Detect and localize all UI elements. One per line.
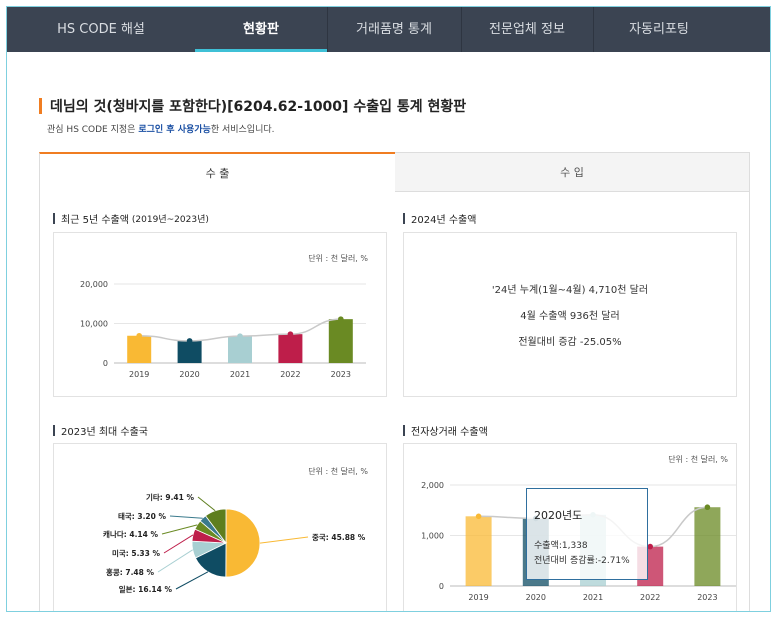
x-tick-label: 2020 bbox=[526, 593, 546, 602]
trend-point bbox=[475, 513, 482, 520]
section-marker bbox=[403, 213, 405, 224]
trend-point bbox=[136, 332, 142, 339]
y-tick-label: 0 bbox=[439, 582, 444, 591]
x-tick-label: 2021 bbox=[230, 370, 250, 379]
ytd-month-export: 4월 수출액 936천 달러 bbox=[520, 311, 620, 322]
section-title-ytd: 2024년 수출액 bbox=[403, 211, 476, 226]
unit-label: 단위 : 천 달러, % bbox=[668, 455, 728, 464]
bar-2023 bbox=[694, 507, 721, 586]
pie-leader-line bbox=[175, 571, 209, 590]
x-tick-label: 2023 bbox=[697, 593, 717, 602]
y-tick-label: 10,000 bbox=[80, 320, 108, 329]
section-title-five-year: 최근 5년 수출액 (2019년~2023년) bbox=[53, 211, 209, 226]
page-frame: HS CODE 해설 현황판 거래품명 통계 전문업체 정보 자동리포팅 데님의… bbox=[6, 6, 771, 612]
pie-leader-line bbox=[161, 524, 198, 535]
login-required-text: 로그인 후 사용가능 bbox=[138, 125, 211, 135]
x-tick-label: 2020 bbox=[179, 370, 199, 379]
nav-item-trade-stats[interactable]: 거래품명 통계 bbox=[356, 22, 432, 37]
pie-slice-label: 홍콩: 7.48 % bbox=[106, 567, 155, 577]
bar-2023 bbox=[328, 319, 353, 363]
trend-point bbox=[186, 338, 193, 344]
trend-point bbox=[287, 331, 294, 337]
pie-slice bbox=[204, 508, 227, 545]
tooltip-title: 2020년도 bbox=[534, 509, 583, 522]
section-title-top-country: 2023년 최대 수출국 bbox=[53, 423, 148, 438]
x-tick-label: 2021 bbox=[583, 593, 603, 602]
top-country-chart-panel: 단위 : 천 달러, % 중국: 45.88 % 일본: 16.14 % 홍콩: 7… bbox=[53, 443, 387, 611]
pie-leader-line bbox=[157, 549, 193, 573]
unit-label: 단위 : 천 달러, % bbox=[308, 467, 368, 476]
nav-item-dashboard[interactable]: 현황판 bbox=[195, 7, 327, 52]
tooltip-export-value: 수출액:1,338 bbox=[534, 541, 588, 551]
nav-divider bbox=[327, 7, 328, 52]
pie-slice bbox=[225, 508, 261, 578]
bar-2019 bbox=[127, 335, 152, 363]
section-marker bbox=[53, 425, 55, 436]
tab-export[interactable]: 수 출 bbox=[39, 152, 395, 192]
ytd-mom-change: 전월대비 증감 -25.05% bbox=[518, 337, 622, 348]
section-marker bbox=[403, 425, 405, 436]
title-accent-bar bbox=[39, 98, 42, 114]
page-header: 데님의 것(청바지를 포함한다)[6204.62-1000] 수출입 통계 현황… bbox=[39, 96, 466, 116]
section-marker bbox=[53, 213, 55, 224]
pie-slice-label: 캐나다: 4.14 % bbox=[103, 529, 158, 539]
trend-point bbox=[647, 543, 653, 550]
tab-content bbox=[39, 192, 750, 611]
pie-slice-label: 일본: 16.14 % bbox=[119, 584, 173, 594]
bar-2020 bbox=[177, 340, 202, 363]
five-year-bar-chart: 20,000 10,000 0 2019 2020 2021 2022 2023 bbox=[80, 280, 366, 379]
pie-leader-line bbox=[163, 534, 194, 554]
pie-slice-label: 중국: 45.88 % bbox=[312, 533, 366, 542]
trend-point bbox=[704, 504, 711, 511]
nav-item-hs-code[interactable]: HS CODE 해설 bbox=[57, 22, 145, 37]
page-title: 데님의 것(청바지를 포함한다)[6204.62-1000] 수출입 통계 현황… bbox=[50, 99, 467, 115]
bar-2022 bbox=[278, 334, 303, 363]
unit-label: 단위 : 천 달러, % bbox=[308, 254, 368, 263]
trend-point bbox=[338, 316, 344, 322]
bar-2021 bbox=[228, 336, 252, 363]
nav-divider bbox=[593, 7, 594, 52]
nav-item-auto-report[interactable]: 자동리포팅 bbox=[629, 22, 689, 37]
pie-slice-label: 기타: 9.41 % bbox=[146, 492, 195, 502]
chart-tooltip: 2020년도 수출액:1,338 전년대비 증감률:-2.71% bbox=[526, 488, 648, 580]
y-tick-label: 0 bbox=[103, 359, 108, 368]
nav-divider bbox=[461, 7, 462, 52]
top-navigation: HS CODE 해설 현황판 거래품명 통계 전문업체 정보 자동리포팅 bbox=[7, 7, 770, 52]
pie-slice-label: 태국: 3.20 % bbox=[118, 511, 167, 521]
ecommerce-chart-panel: 단위 : 천 달러, % 2,000 1,000 0 2019 2020 2021 2022… bbox=[403, 443, 737, 611]
x-tick-label: 2019 bbox=[468, 593, 488, 602]
nav-item-company-info[interactable]: 전문업체 정보 bbox=[489, 22, 565, 37]
top-country-pie-chart: 중국: 45.88 % 일본: 16.14 % 홍콩: 7.48 % 미국: 5.33… bbox=[103, 492, 366, 594]
pie-leader-line bbox=[259, 536, 309, 544]
pie-slice-label: 미국: 5.33 % bbox=[112, 548, 161, 558]
x-tick-label: 2019 bbox=[129, 370, 149, 379]
ytd-stats: '24년 누계(1월~4월) 4,710천 달러 4월 수출액 936천 달러 … bbox=[404, 281, 736, 359]
ytd-cumulative: '24년 누계(1월~4월) 4,710천 달러 bbox=[491, 285, 649, 296]
x-tick-label: 2023 bbox=[331, 370, 351, 379]
pie-leader-line bbox=[169, 515, 203, 519]
x-tick-label: 2022 bbox=[640, 593, 660, 602]
tab-import[interactable]: 수 입 bbox=[395, 152, 750, 192]
trade-direction-tabs: 수 출 수 입 bbox=[39, 152, 750, 192]
section-title-ecommerce: 전자상거래 수출액 bbox=[403, 423, 488, 438]
login-notice: 관심 HS CODE 지정은 로그인 후 사용가능한 서비스입니다. bbox=[47, 125, 275, 135]
ytd-stats-panel: '24년 누계(1월~4월) 4,710천 달러 4월 수출액 936천 달러 … bbox=[403, 232, 737, 397]
pie-leader-line bbox=[197, 496, 216, 512]
y-tick-label: 2,000 bbox=[421, 481, 444, 490]
y-tick-label: 20,000 bbox=[80, 280, 108, 289]
bar-2019 bbox=[465, 516, 492, 586]
trend-point bbox=[237, 333, 243, 339]
x-tick-label: 2022 bbox=[280, 370, 300, 379]
five-year-chart-panel: 단위 : 천 달러, % 20,000 10,000 0 2019 2020 2021 20… bbox=[53, 232, 387, 397]
tooltip-yoy-change: 전년대비 증감률:-2.71% bbox=[534, 556, 630, 566]
y-tick-label: 1,000 bbox=[421, 532, 444, 541]
